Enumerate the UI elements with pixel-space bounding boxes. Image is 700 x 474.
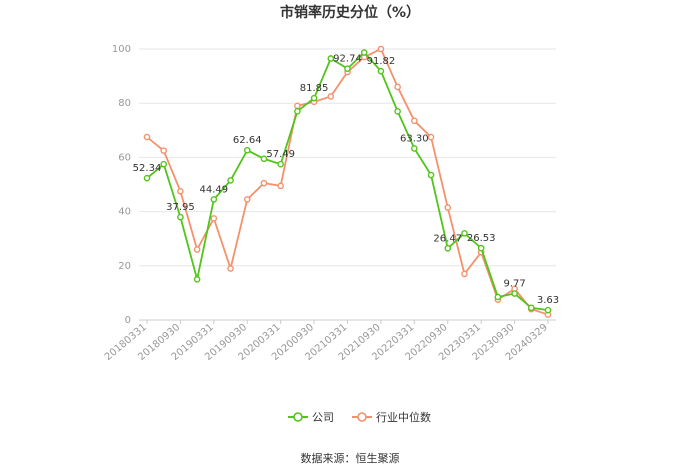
data-point xyxy=(444,244,452,252)
data-point xyxy=(377,45,385,53)
legend[interactable]: 公司 行业中位数 xyxy=(288,410,431,424)
data-point xyxy=(143,133,151,141)
data-point xyxy=(461,270,468,278)
x-axis: 2018033120180930201903312019093020200331… xyxy=(103,319,556,363)
data-point xyxy=(327,93,335,100)
data-point xyxy=(193,246,201,253)
legend-item[interactable]: 公司 xyxy=(288,411,334,424)
data-point xyxy=(427,133,435,141)
data-label: 26.47 xyxy=(433,233,462,244)
data-point xyxy=(160,147,168,154)
y-tick-label: 20 xyxy=(118,261,131,272)
data-label: 52.34 xyxy=(133,163,162,174)
data-point xyxy=(477,244,485,252)
legend-label: 行业中位数 xyxy=(376,410,431,424)
data-point xyxy=(160,160,168,168)
data-point xyxy=(344,65,351,72)
data-label: 62.64 xyxy=(233,135,262,146)
series-layer xyxy=(143,45,552,318)
data-point xyxy=(260,179,268,187)
legend-label: 公司 xyxy=(312,411,334,424)
y-tick-label: 60 xyxy=(118,152,131,163)
y-tick-label: 0 xyxy=(125,315,131,326)
data-point xyxy=(227,265,234,272)
data-point xyxy=(294,108,301,115)
data-point xyxy=(260,155,268,163)
data-label: 81.85 xyxy=(300,83,329,94)
data-source: 数据来源：恒生聚源 xyxy=(301,451,400,465)
data-label: 91.82 xyxy=(367,56,396,67)
data-point xyxy=(177,187,184,195)
data-point xyxy=(310,94,318,102)
data-point xyxy=(411,117,418,125)
data-label: 57.49 xyxy=(266,149,295,160)
data-point xyxy=(461,229,468,237)
data-point xyxy=(227,177,234,184)
data-point xyxy=(277,160,284,168)
data-point xyxy=(210,196,218,203)
legend-marker xyxy=(357,412,367,422)
data-point xyxy=(494,293,502,301)
data-point xyxy=(294,102,301,110)
data-point xyxy=(243,196,251,203)
y-tick-label: 80 xyxy=(118,98,131,109)
data-label: 26.53 xyxy=(467,233,496,244)
data-point xyxy=(210,215,218,222)
data-point xyxy=(427,171,435,179)
data-label: 63.30 xyxy=(400,133,429,144)
data-point xyxy=(444,204,452,211)
data-point xyxy=(411,145,418,152)
data-point xyxy=(143,174,151,182)
data-label: 9.77 xyxy=(503,279,525,290)
y-tick-label: 40 xyxy=(118,207,131,218)
data-point xyxy=(394,108,401,115)
data-point xyxy=(377,67,385,75)
data-labels: 52.34 37.95 44.49 62.64 57.49 81.85 92.74 91.82… xyxy=(133,54,559,306)
legend-marker xyxy=(293,412,303,422)
data-point xyxy=(243,146,251,154)
series-line xyxy=(146,47,549,316)
data-label: 44.49 xyxy=(200,184,229,195)
data-label: 3.63 xyxy=(537,295,559,306)
data-point xyxy=(544,306,552,314)
data-point xyxy=(394,83,401,91)
data-point xyxy=(277,182,284,190)
data-label: 37.95 xyxy=(166,202,195,213)
legend-item[interactable]: 行业中位数 xyxy=(352,410,431,424)
data-point xyxy=(360,49,368,56)
data-point xyxy=(511,290,518,297)
data-point xyxy=(193,276,201,283)
y-tick-label: 100 xyxy=(112,44,131,55)
y-axis: 0 20 40 60 80 100 xyxy=(112,44,131,326)
chart-title: 市销率历史分位（%） xyxy=(280,4,420,21)
data-label: 92.74 xyxy=(333,54,362,65)
data-point xyxy=(527,304,535,312)
data-point xyxy=(177,213,184,221)
data-point xyxy=(327,55,335,62)
